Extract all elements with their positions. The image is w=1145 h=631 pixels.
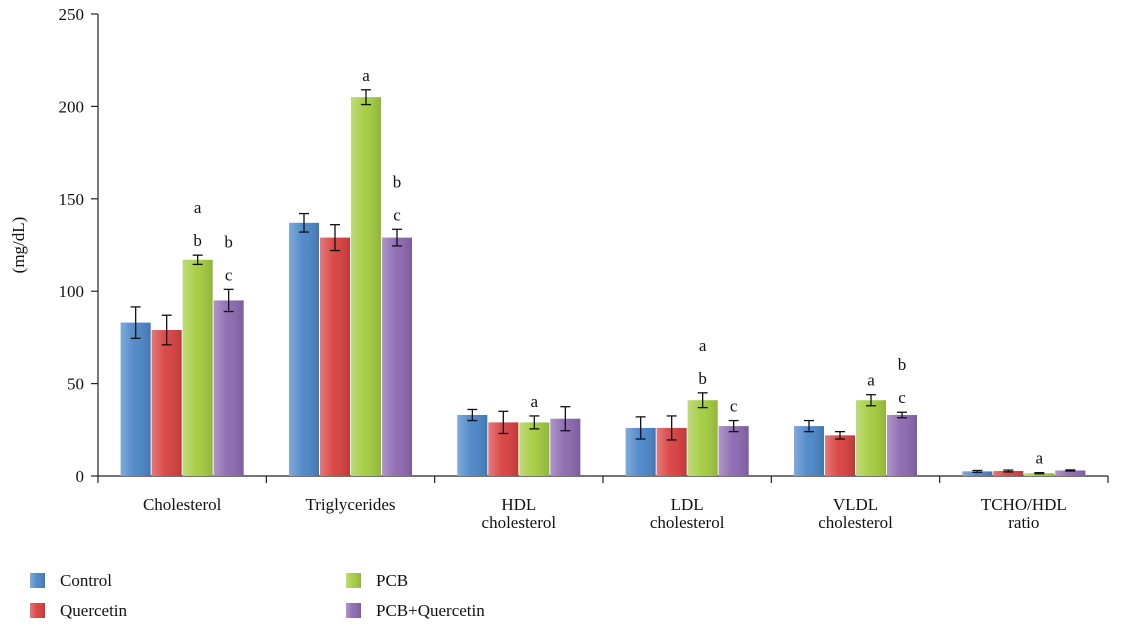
bar-shade bbox=[1024, 473, 1055, 476]
y-axis: 0 50 100 150 200 250 bbox=[59, 5, 99, 486]
x-tick-label: HDL bbox=[501, 495, 536, 514]
bar-shade bbox=[320, 237, 350, 476]
y-tick-label: 0 bbox=[76, 467, 85, 486]
significance-label: a bbox=[362, 66, 370, 85]
y-axis-title: (mg/dL) bbox=[9, 217, 28, 274]
bar-shade bbox=[151, 330, 182, 476]
significance-label: b bbox=[193, 231, 202, 250]
y-tick-label: 150 bbox=[59, 190, 85, 209]
bar-shade bbox=[213, 300, 244, 476]
significance-label: b bbox=[224, 232, 233, 251]
significance-label: c bbox=[730, 397, 738, 416]
legend-item: Quercetin bbox=[30, 601, 128, 620]
legend-item: PCB bbox=[346, 571, 408, 590]
significance-label: b bbox=[898, 355, 907, 374]
x-tick-label: ratio bbox=[1008, 513, 1039, 532]
legend-item: PCB+Quercetin bbox=[346, 601, 485, 620]
significance-label: c bbox=[898, 388, 906, 407]
bar-shade bbox=[289, 222, 319, 476]
x-tick-label: Triglycerides bbox=[305, 495, 395, 514]
legend-swatch-shade bbox=[30, 573, 45, 588]
x-tick-label: VLDL bbox=[833, 495, 878, 514]
legend-swatch-shade bbox=[346, 573, 361, 588]
x-tick-label: Cholesterol bbox=[143, 495, 222, 514]
y-tick-label: 50 bbox=[67, 375, 84, 394]
y-tick-label: 250 bbox=[59, 5, 85, 24]
y-tick-label: 100 bbox=[59, 282, 85, 301]
bar-shade bbox=[993, 471, 1024, 476]
legend-swatch-shade bbox=[30, 603, 45, 618]
x-tick-label: cholesterol bbox=[818, 513, 893, 532]
bar-shade bbox=[120, 322, 151, 476]
significance-label: b bbox=[393, 172, 402, 191]
significance-label: c bbox=[225, 265, 233, 284]
bar-shade bbox=[457, 415, 488, 476]
bar-shade bbox=[382, 237, 412, 476]
legend-label: PCB+Quercetin bbox=[376, 601, 485, 620]
x-tick-label: cholesterol bbox=[482, 513, 557, 532]
x-tick-label: cholesterol bbox=[650, 513, 725, 532]
bar-shade bbox=[351, 97, 381, 476]
bar-shade bbox=[887, 415, 917, 476]
significance-label: a bbox=[531, 392, 539, 411]
bar-shade bbox=[794, 426, 824, 476]
bar-shade bbox=[519, 422, 550, 476]
x-axis: Cholesterol Triglycerides HDLcholesterolLD… bbox=[97, 475, 1109, 532]
legend-item: Control bbox=[30, 571, 112, 590]
bar-shade bbox=[825, 435, 855, 476]
x-tick-label: TCHO/HDL bbox=[981, 495, 1067, 514]
y-tick-label: 200 bbox=[59, 97, 85, 116]
x-tick-label: LDL bbox=[671, 495, 704, 514]
bar-shade bbox=[687, 400, 718, 476]
legend-label: PCB bbox=[376, 571, 408, 590]
significance-label: a bbox=[194, 198, 202, 217]
significance-label: c bbox=[393, 205, 401, 224]
legend-label: Quercetin bbox=[60, 601, 128, 620]
legend-swatch-shade bbox=[346, 603, 361, 618]
legend-label: Control bbox=[60, 571, 112, 590]
bar-shade bbox=[962, 471, 993, 476]
significance-label: a bbox=[1036, 449, 1044, 468]
legend: Control Quercetin PCB PCB+Quercetin bbox=[30, 571, 485, 620]
bar-shade bbox=[182, 259, 213, 476]
significance-label: a bbox=[699, 336, 707, 355]
bar-shade bbox=[856, 400, 886, 476]
bars bbox=[120, 89, 1086, 476]
bar-shade bbox=[1055, 470, 1086, 476]
bar-shade bbox=[718, 426, 749, 476]
significance-label: a bbox=[867, 371, 875, 390]
significance-label: b bbox=[698, 369, 707, 388]
